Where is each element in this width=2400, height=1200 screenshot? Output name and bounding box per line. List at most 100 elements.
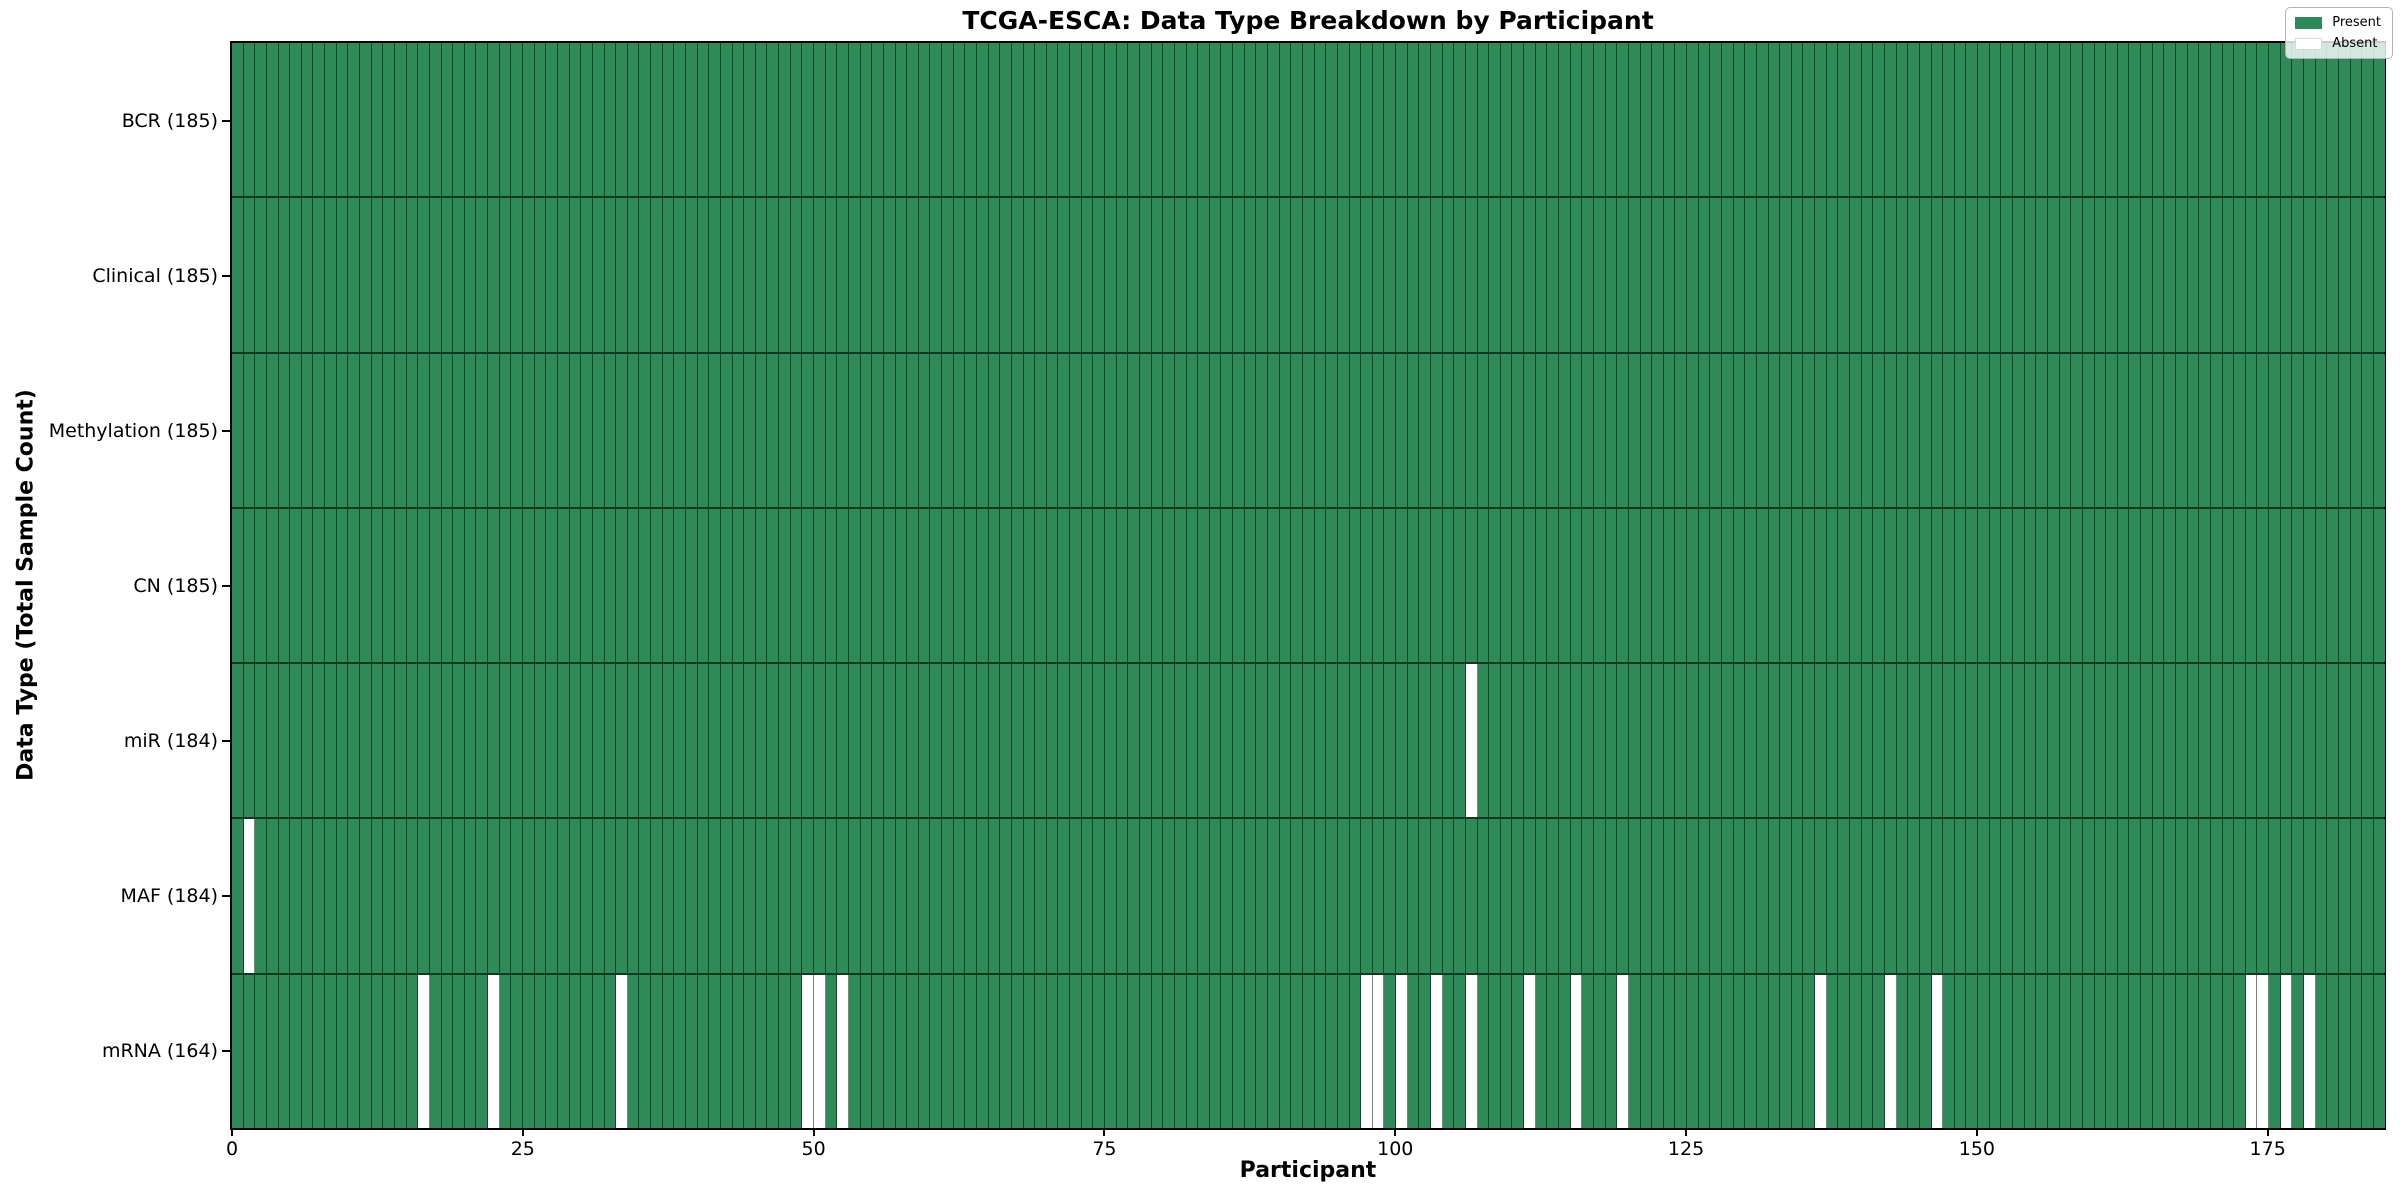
heatmap-cell: [2047, 974, 2060, 1128]
heatmap-cell: [942, 43, 954, 197]
heatmap-cell: [1116, 974, 1129, 1128]
heatmap-cell: [488, 508, 500, 663]
heatmap-cell: [953, 664, 966, 818]
heatmap-cell: [325, 43, 337, 197]
heatmap-cell: [860, 508, 873, 663]
heatmap-cell: [1582, 198, 1594, 352]
heatmap-cell: [616, 974, 628, 1128]
heatmap-cell: [1372, 198, 1385, 352]
heatmap-cell: [883, 974, 896, 1128]
heatmap-cell: [2036, 508, 2048, 663]
heatmap-cell: [1279, 43, 1292, 197]
heatmap-cell: [1000, 353, 1012, 507]
heatmap-cell: [1919, 43, 1932, 197]
heatmap-cell: [336, 664, 349, 818]
heatmap-cell: [1116, 508, 1129, 663]
heatmap-cell: [604, 43, 617, 197]
heatmap-cell: [1838, 43, 1851, 197]
heatmap-cell: [2292, 198, 2305, 352]
heatmap-cell: [848, 819, 861, 973]
heatmap-cell: [1442, 819, 1455, 973]
heatmap-cell: [814, 974, 826, 1128]
heatmap-cell: [1989, 198, 2002, 352]
heatmap-cell: [1023, 819, 1036, 973]
heatmap-cell: [1105, 508, 1117, 663]
heatmap-cell: [2245, 353, 2258, 507]
heatmap-cell: [1221, 43, 1234, 197]
heatmap-cell: [1268, 974, 1280, 1128]
heatmap-cell: [266, 43, 279, 197]
heatmap-cell: [907, 819, 919, 973]
heatmap-cell: [1722, 974, 1734, 1128]
heatmap-cell: [767, 353, 780, 507]
heatmap-cell: [348, 508, 361, 663]
heatmap-cell: [1046, 664, 1059, 818]
heatmap-cell: [1698, 974, 1711, 1128]
heatmap-cell: [1151, 43, 1164, 197]
heatmap-cell: [534, 974, 547, 1128]
heatmap-cell: [1908, 198, 1920, 352]
heatmap-cell: [2187, 974, 2200, 1128]
heatmap-cell: [883, 43, 896, 197]
heatmap-cell: [325, 819, 337, 973]
heatmap-cell: [406, 664, 419, 818]
heatmap-row-bcr: [232, 43, 2385, 199]
x-tick-mark: [1103, 1128, 1106, 1136]
x-tick-label-125: 125: [1667, 1138, 1705, 1160]
heatmap-cell: [872, 819, 884, 973]
heatmap-cell: [825, 198, 838, 352]
heatmap-cell: [371, 664, 384, 818]
heatmap-cell: [1430, 819, 1443, 973]
heatmap-cell: [1815, 353, 1827, 507]
heatmap-cell: [1815, 198, 1827, 352]
heatmap-cell: [1861, 43, 1874, 197]
heatmap-cell: [348, 664, 361, 818]
heatmap-cell: [1756, 974, 1769, 1128]
heatmap-cell: [907, 974, 919, 1128]
heatmap-cell: [406, 974, 419, 1128]
heatmap-cell: [1500, 353, 1513, 507]
heatmap-cell: [2199, 43, 2211, 197]
heatmap-cell: [1442, 974, 1455, 1128]
heatmap-cell: [360, 974, 372, 1128]
heatmap-cell: [348, 819, 361, 973]
heatmap-cell: [1559, 43, 1571, 197]
heatmap-cell: [1419, 664, 1431, 818]
heatmap-cell: [1384, 974, 1397, 1128]
heatmap-cell: [988, 664, 1001, 818]
heatmap-cell: [2292, 974, 2305, 1128]
heatmap-cell: [371, 508, 384, 663]
y-tick-mark: [222, 119, 230, 122]
heatmap-cell: [790, 664, 803, 818]
heatmap-cell: [371, 43, 384, 197]
heatmap-cell: [1745, 664, 1757, 818]
heatmap-cell: [1174, 508, 1187, 663]
heatmap-cell: [2373, 43, 2385, 197]
heatmap-cell: [278, 43, 291, 197]
heatmap-cell: [627, 43, 640, 197]
heatmap-cell: [2187, 198, 2200, 352]
heatmap-cell: [2350, 974, 2363, 1128]
heatmap-cell: [1989, 819, 2002, 973]
heatmap-cell: [1361, 819, 1373, 973]
x-tick-label-100: 100: [1377, 1138, 1414, 1160]
heatmap-cell: [825, 353, 838, 507]
heatmap-cell: [907, 508, 919, 663]
heatmap-cell: [1745, 43, 1757, 197]
heatmap-cell: [860, 974, 873, 1128]
heatmap-cell: [907, 664, 919, 818]
heatmap-cell: [709, 508, 721, 663]
x-tick-mark: [521, 1128, 524, 1136]
heatmap-cell: [1396, 353, 1408, 507]
heatmap-cell: [2175, 43, 2188, 197]
heatmap-cell: [2304, 198, 2316, 352]
heatmap-cell: [2327, 819, 2339, 973]
heatmap-cell: [546, 198, 558, 352]
heatmap-cell: [2059, 819, 2072, 973]
heatmap-cell: [1128, 664, 1140, 818]
heatmap-cell: [2245, 819, 2258, 973]
heatmap-cell: [1628, 43, 1641, 197]
heatmap-cell: [674, 664, 686, 818]
heatmap-cell: [1314, 353, 1327, 507]
heatmap-cell: [1966, 43, 1979, 197]
